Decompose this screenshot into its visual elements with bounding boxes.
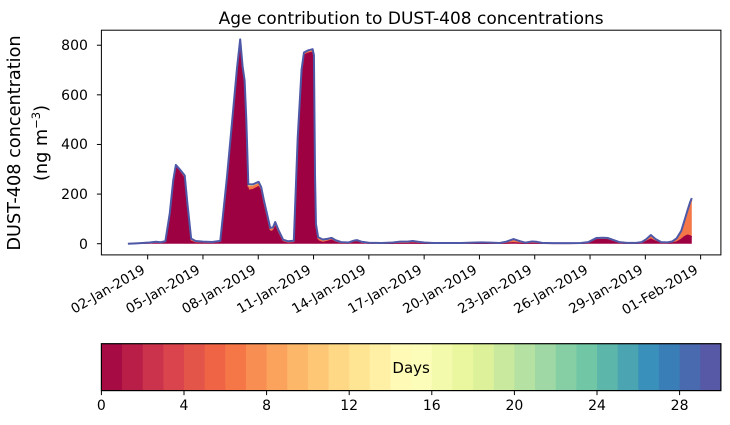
colorbar-block: [142, 343, 164, 391]
colorbar-block: [390, 343, 412, 391]
colorbar-block: [204, 343, 226, 391]
chart-title: Age contribution to DUST-408 concentrati…: [218, 9, 604, 29]
y-axis-label: DUST-408 concentration (ng m−3): [2, 35, 56, 250]
colorbar-block: [658, 343, 681, 391]
colorbar-block: [307, 343, 330, 391]
colorbar-tick-label: 20: [505, 397, 524, 414]
colorbar-block: [411, 343, 433, 391]
y-tick-label: 0: [78, 236, 88, 253]
colorbar-block: [514, 343, 536, 391]
colorbar-block: [576, 343, 598, 391]
colorbar-block: [535, 343, 557, 391]
layer-line-1: [127, 39, 693, 245]
colorbar-tick-label: 28: [670, 397, 689, 414]
colorbar-block: [638, 343, 660, 391]
colorbar-block: [349, 343, 371, 391]
layer-line-2: [127, 39, 693, 245]
colorbar-block: [369, 343, 392, 391]
area-layer-1: [127, 40, 692, 244]
colorbar-block: [700, 343, 722, 391]
colorbar-block: [617, 343, 639, 391]
colorbar-block: [266, 343, 288, 391]
colorbar-block: [225, 343, 247, 391]
colorbar-tick-label: 24: [588, 397, 606, 414]
layer-line-3: [127, 38, 693, 245]
colorbar-block: [679, 343, 701, 391]
colorbar-block: [245, 343, 268, 391]
area-layer-0: [127, 42, 692, 244]
y-tick-label: 800: [61, 38, 88, 54]
y-tick-label: 600: [61, 87, 88, 104]
colorbar-block: [163, 343, 185, 391]
y-axis-label-line1: DUST-408 concentration: [5, 34, 26, 251]
colorbar-block: [555, 343, 577, 391]
y-tick-label: 200: [61, 186, 88, 203]
colorbar-label: Days: [392, 358, 430, 377]
colorbar-block: [597, 343, 619, 391]
total-line: [127, 38, 693, 245]
colorbar-block: [431, 343, 454, 391]
colorbar-block: [287, 343, 309, 391]
layer-line-0: [127, 41, 693, 245]
area-layer-3: [127, 39, 692, 244]
colorbar-block: [328, 343, 350, 391]
y-axis-label-line2: (ng m−3): [29, 104, 53, 181]
area-layer-2: [127, 39, 692, 244]
colorbar-block: [184, 343, 206, 391]
colorbar-tick-label: 16: [422, 397, 441, 414]
colorbar-tick-label: 4: [179, 397, 189, 414]
colorbar-block: [452, 343, 474, 391]
colorbar-block: [122, 343, 144, 391]
colorbar-tick-label: 8: [262, 397, 272, 414]
colorbar-block: [101, 343, 123, 391]
superscript-exponent: −3: [29, 111, 44, 129]
colorbar-frame: [100, 343, 722, 392]
colorbar-block: [473, 343, 495, 391]
axes-frame: [100, 29, 722, 256]
y-tick-label: 400: [61, 137, 88, 154]
colorbar-tick-label: 12: [340, 397, 359, 414]
colorbar-tick-label: 0: [96, 397, 106, 414]
colorbar-block: [493, 343, 515, 391]
